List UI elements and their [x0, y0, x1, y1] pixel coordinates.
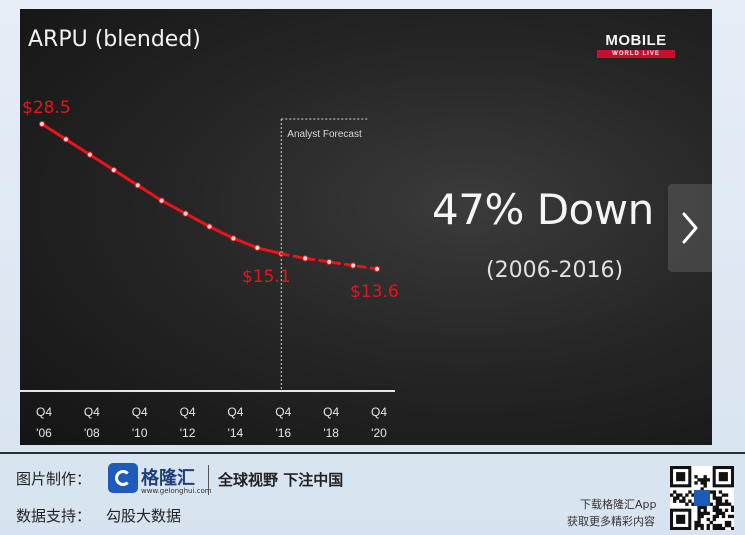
x-tick-label: Q4: [132, 405, 148, 419]
data-point: [349, 262, 357, 269]
data-support-label: 数据支持：: [16, 507, 92, 525]
data-point: [38, 120, 46, 128]
headline-subtext: (2006-2016): [486, 258, 624, 283]
logo-line1: MOBILE: [605, 32, 667, 49]
chart-title: ARPU (blended): [28, 27, 201, 52]
gelonghui-logo-icon: [108, 463, 138, 493]
data-point: [373, 265, 381, 273]
brand-name: 格隆汇: [141, 468, 195, 489]
x-tick-label: '14: [228, 426, 244, 440]
x-tick-label: '16: [275, 426, 291, 440]
presentation-slide: ARPU (blended) MOBILE WORLD LIVE Analyst…: [20, 9, 712, 445]
footer-divider: [0, 452, 745, 454]
data-point: [206, 223, 213, 230]
mobile-world-live-logo: MOBILE WORLD LIVE: [597, 32, 675, 58]
data-point: [158, 197, 165, 204]
data-point: [302, 255, 309, 262]
logo-line2: WORLD LIVE: [597, 50, 675, 58]
forecast-label: Analyst Forecast: [287, 129, 362, 140]
x-tick-label: '18: [323, 426, 339, 440]
x-tick-label: Q4: [84, 405, 100, 419]
data-point: [254, 244, 261, 251]
slogan: 全球视野 下注中国: [218, 471, 344, 489]
image-credit-label: 图片制作：: [16, 470, 92, 488]
value-label: $28.5: [22, 98, 71, 118]
data-point: [110, 166, 117, 174]
qr-code-icon: [670, 466, 735, 531]
x-tick-label: Q4: [323, 405, 339, 419]
value-label: $13.6: [350, 282, 399, 302]
brand-domain: www.gelonghui.com: [141, 487, 212, 495]
x-tick-label: '20: [371, 426, 387, 440]
data-point: [86, 151, 93, 158]
app-more-text: 获取更多精彩内容: [567, 515, 655, 528]
x-tick-label: '10: [132, 426, 148, 440]
x-tick-label: '06: [36, 426, 52, 440]
x-tick-label: Q4: [227, 405, 243, 419]
chevron-right-icon: [682, 212, 698, 244]
x-tick-label: Q4: [371, 405, 387, 419]
x-tick-label: Q4: [36, 405, 52, 419]
data-support-name: 勾股大数据: [106, 507, 182, 525]
arpu-line-chart: Analyst Forecast $28.5 $15.1 $13.6 Q4 '06 Q4 '0…: [20, 98, 399, 440]
x-tick-label: '08: [84, 426, 100, 440]
x-tick-label: Q4: [275, 405, 291, 419]
data-point: [230, 235, 237, 242]
series-line-forecast: [279, 252, 379, 271]
x-tick-label: Q4: [180, 405, 196, 419]
data-point: [134, 182, 141, 189]
data-point: [182, 210, 189, 217]
qr-code[interactable]: [670, 466, 735, 531]
value-label: $15.1: [242, 267, 291, 287]
data-point: [326, 258, 333, 266]
x-tick-label: '12: [180, 426, 196, 440]
headline-text: 47% Down: [432, 185, 654, 234]
series-line-actual: [40, 122, 283, 256]
next-slide-button[interactable]: [668, 184, 712, 272]
brand-divider: [208, 465, 209, 495]
data-point: [62, 136, 70, 143]
app-download-text: 下载格隆汇App: [580, 498, 657, 511]
